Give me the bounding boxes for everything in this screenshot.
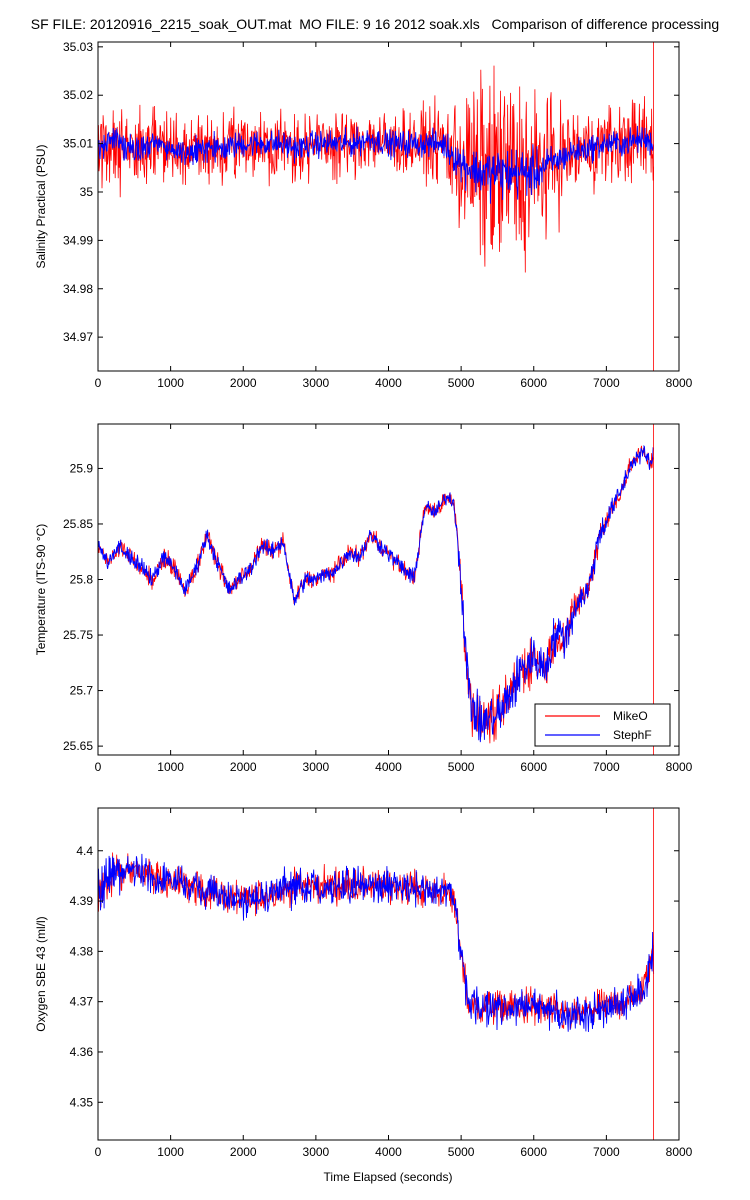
x-tick-label: 5000 — [448, 1145, 475, 1159]
x-tick-label: 6000 — [520, 760, 547, 774]
oxygen-plot-area — [98, 808, 679, 1140]
x-tick-label: 4000 — [375, 760, 402, 774]
y-tick-label: 25.7 — [70, 684, 94, 698]
temperature-series-stephf-line — [98, 444, 654, 743]
salinity-series-red-line — [98, 65, 654, 273]
y-tick-label: 35.03 — [63, 40, 93, 54]
y-tick-label: 4.39 — [70, 894, 94, 908]
y-tick-label: 25.75 — [63, 628, 93, 642]
legend-label-stephf: StephF — [613, 728, 652, 742]
x-tick-label: 7000 — [593, 376, 620, 390]
oxygen-y-axis-label: Oxygen SBE 43 (ml/l) — [34, 916, 48, 1031]
x-tick-label: 4000 — [375, 376, 402, 390]
x-tick-label: 4000 — [375, 1145, 402, 1159]
x-tick-label: 0 — [95, 376, 102, 390]
x-tick-label: 5000 — [448, 376, 475, 390]
y-tick-label: 35.02 — [63, 88, 93, 102]
x-tick-label: 8000 — [666, 376, 693, 390]
y-tick-label: 4.4 — [76, 844, 93, 858]
x-tick-label: 3000 — [303, 1145, 330, 1159]
x-tick-label: 8000 — [666, 1145, 693, 1159]
oxygen-plot: 0 1000 2000 3000 4000 5000 6000 7000 8000 4.35 4.3… — [34, 807, 693, 1159]
y-tick-label: 25.9 — [70, 461, 94, 475]
x-tick-label: 8000 — [666, 760, 693, 774]
x-tick-label: 1000 — [157, 760, 184, 774]
legend-box — [534, 703, 671, 747]
x-axis-label: Time Elapsed (seconds) — [324, 1170, 453, 1184]
y-tick-label: 4.35 — [70, 1095, 94, 1109]
y-tick-label: 25.65 — [63, 739, 93, 753]
figure-title: SF FILE: 20120916_2215_soak_OUT.mat MO F… — [30, 16, 720, 32]
legend-label-mikeo: MikeO — [613, 709, 648, 723]
temperature-plot: 0 1000 2000 3000 4000 5000 6000 7000 8000 25.65 25… — [34, 423, 693, 774]
x-tick-label: 1000 — [157, 376, 184, 390]
y-tick-label: 35 — [80, 185, 94, 199]
y-tick-label: 4.38 — [70, 944, 94, 958]
oxygen-series-blue-line — [98, 853, 655, 1033]
salinity-plot: 0 1000 2000 3000 4000 5000 6000 7000 8000 34.97 34… — [34, 40, 693, 390]
x-tick-label: 0 — [95, 1145, 102, 1159]
salinity-series-blue-line — [98, 125, 655, 204]
salinity-y-axis-label: Salinity Practical (PSU) — [34, 144, 48, 268]
x-tick-label: 6000 — [520, 376, 547, 390]
x-tick-label: 7000 — [593, 760, 620, 774]
y-tick-label: 25.8 — [70, 573, 94, 587]
y-tick-label: 34.99 — [63, 233, 93, 247]
x-tick-label: 2000 — [230, 376, 257, 390]
y-tick-label: 4.36 — [70, 1045, 94, 1059]
x-tick-label: 3000 — [303, 376, 330, 390]
y-tick-label: 34.98 — [63, 282, 93, 296]
temperature-y-axis-label: Temperature (ITS-90 °C) — [34, 524, 48, 656]
y-tick-label: 4.37 — [70, 995, 94, 1009]
salinity-plot-area — [98, 42, 679, 371]
y-tick-label: 25.85 — [63, 517, 93, 531]
x-tick-label: 0 — [95, 760, 102, 774]
y-tick-label: 35.01 — [63, 137, 93, 151]
x-tick-label: 7000 — [593, 1145, 620, 1159]
x-tick-label: 5000 — [448, 760, 475, 774]
temperature-series-mikeo-line — [98, 445, 654, 744]
y-tick-label: 34.97 — [63, 330, 93, 344]
x-tick-label: 2000 — [230, 1145, 257, 1159]
x-tick-label: 1000 — [157, 1145, 184, 1159]
x-tick-label: 2000 — [230, 760, 257, 774]
x-tick-label: 6000 — [520, 1145, 547, 1159]
x-tick-label: 3000 — [303, 760, 330, 774]
